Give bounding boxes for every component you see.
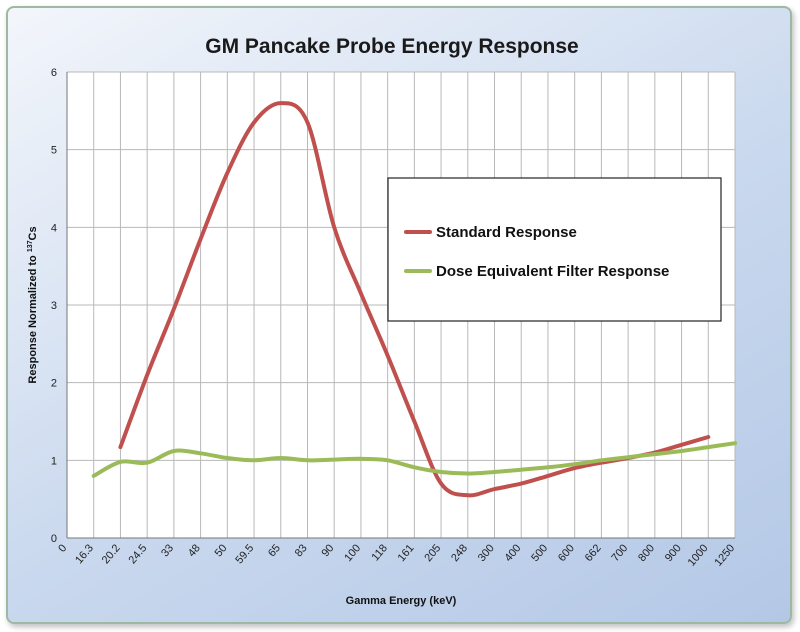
x-tick-label: 1250 [712, 542, 737, 568]
x-tick-label: 33 [159, 542, 176, 559]
y-tick-label: 0 [51, 533, 57, 545]
x-tick-label: 20.2 [100, 542, 123, 566]
x-tick-label: 500 [529, 542, 550, 564]
x-tick-label: 662 [583, 542, 604, 564]
y-tick-label: 5 [51, 145, 57, 157]
x-tick-label: 1000 [686, 542, 711, 568]
y-axis-ticks: 0 1 2 3 4 5 6 [51, 67, 57, 545]
x-tick-label: 59.5 [233, 542, 256, 566]
chart-title: GM Pancake Probe Energy Response [205, 35, 578, 58]
y-tick-label: 4 [51, 222, 57, 234]
legend: Standard Response Dose Equivalent Filter … [387, 177, 722, 322]
y-tick-label: 6 [51, 67, 57, 79]
x-tick-label: 700 [609, 542, 630, 564]
x-tick-label: 400 [503, 542, 524, 564]
x-tick-label: 800 [636, 542, 657, 564]
x-tick-label: 16.3 [73, 542, 96, 566]
y-tick-label: 2 [51, 378, 57, 390]
x-tick-label: 50 [213, 542, 230, 559]
x-tick-label: 300 [476, 542, 497, 564]
x-tick-label: 90 [319, 542, 336, 559]
legend-label-standard-response: Standard Response [436, 224, 577, 241]
x-tick-label: 118 [369, 542, 389, 563]
series-line-dose-equivalent-filter-response [91, 441, 737, 478]
x-axis-ticks: 0 16.3 20.2 24.5 33 48 50 59.5 65 83 90 100 118 161 20… [56, 542, 737, 568]
axes [66, 72, 735, 539]
x-axis-label: Gamma Energy (keV) [346, 595, 457, 607]
x-tick-label: 248 [449, 542, 470, 564]
y-tick-label: 1 [51, 455, 57, 467]
x-tick-label: 161 [396, 542, 417, 564]
x-tick-label: 24.5 [126, 542, 149, 566]
x-tick-label: 83 [293, 542, 310, 559]
legend-box [387, 177, 722, 322]
series-lines [91, 101, 737, 498]
legend-label-dose-equivalent-filter-response: Dose Equivalent Filter Response [436, 263, 669, 280]
x-tick-label: 65 [266, 542, 283, 559]
y-axis-label-superscript: 137 [27, 240, 34, 252]
x-tick-label: 900 [663, 542, 684, 564]
x-tick-label: 100 [342, 542, 363, 564]
y-tick-label: 3 [51, 300, 57, 312]
x-tick-label: 48 [186, 542, 203, 559]
y-axis-label: Response Normalized to 137Cs [27, 226, 39, 383]
y-axis-label-main: Response Normalized to [27, 252, 39, 383]
x-tick-label: 0 [56, 542, 69, 554]
x-tick-label: 600 [556, 542, 577, 564]
x-tick-label: 205 [422, 542, 443, 564]
series-line-standard-response [118, 101, 711, 498]
y-axis-label-tail: Cs [27, 226, 39, 240]
